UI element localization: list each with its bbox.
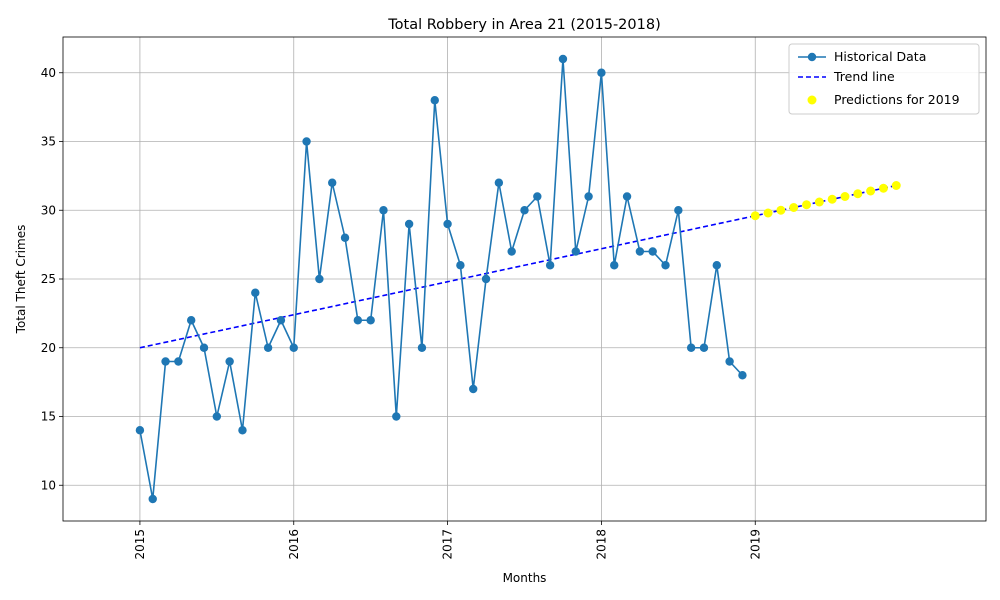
x-tick-label: 2015 [133,529,147,560]
historical-point [584,192,593,201]
historical-point [289,343,298,352]
historical-point [161,357,170,366]
historical-point [533,192,542,201]
prediction-point [789,203,799,212]
historical-point [238,426,247,435]
historical-point [456,261,465,270]
x-tick-label: 2019 [748,529,762,560]
historical-point [481,274,491,284]
legend-marker-predictions [807,95,817,105]
historical-point [251,288,260,297]
prediction-point [891,181,901,190]
historical-point [135,426,145,435]
historical-point [686,343,696,352]
prediction-point [840,192,850,201]
historical-point [610,261,619,270]
x-tick-label: 2017 [441,529,455,560]
prediction-point [814,197,824,207]
historical-point [469,384,478,394]
x-axis-label: Months [503,571,547,585]
y-tick-label: 25 [41,272,56,286]
historical-point [674,206,683,215]
historical-point [661,261,670,270]
x-tick-label: 2016 [287,529,301,560]
legend-label-historical: Historical Data [834,49,926,64]
y-tick-label: 10 [41,478,56,492]
historical-point [738,371,747,380]
historical-point [648,247,657,256]
historical-point [417,343,427,352]
prediction-point [776,205,786,215]
historical-point [353,316,363,325]
historical-point [494,178,504,187]
series-layer [135,54,901,504]
historical-point [571,247,580,256]
legend-label-predictions: Predictions for 2019 [834,92,960,107]
historical-point [328,178,337,187]
y-tick-label: 15 [41,410,56,424]
historical-point [597,68,606,77]
historical-point [186,316,196,325]
y-axis-label: Total Theft Crimes [14,225,28,335]
y-tick-label: 35 [41,135,56,149]
historical-point [443,219,452,229]
historical-point [392,412,401,421]
historical-point [315,274,324,284]
legend-box [788,43,980,115]
historical-point [635,247,645,256]
historical-point [225,357,234,366]
y-tick-label: 30 [41,203,56,217]
historical-point [340,233,350,242]
historical-point [712,261,721,270]
y-tick-label: 20 [41,341,56,355]
legend-marker-historical [807,52,817,62]
prediction-point [827,194,837,204]
historical-point [558,54,568,64]
historical-point [174,357,183,366]
historical-point [507,247,516,256]
prediction-point [866,186,876,196]
prediction-point [750,211,760,221]
legend: Historical Data Trend line Predictions f… [788,43,980,115]
historical-point [545,261,555,270]
x-tick-label: 2018 [594,529,608,560]
historical-point [148,494,157,504]
historical-point [379,206,388,215]
historical-point [699,343,709,352]
y-tick-label: 40 [41,66,56,80]
prediction-point [878,183,888,193]
historical-point [276,316,286,325]
prediction-point [853,189,863,199]
grid-layer [63,37,986,521]
historical-point [430,96,439,105]
tick-layer: 10 15 20 25 30 35 40 2015 2016 2017 2018 2019 [41,66,763,560]
historical-point [404,219,414,229]
prediction-point [763,208,773,218]
historical-point [212,412,222,421]
historical-point [302,137,311,146]
prediction-point [802,200,812,210]
legend-label-trend: Trend line [833,69,895,84]
historical-point [366,316,375,325]
historical-point [199,343,209,352]
historical-point [725,357,734,366]
historical-point [622,192,632,201]
historical-point [263,343,273,352]
historical-point [520,206,529,215]
chart-title: Total Robbery in Area 21 (2015-2018) [387,17,660,33]
